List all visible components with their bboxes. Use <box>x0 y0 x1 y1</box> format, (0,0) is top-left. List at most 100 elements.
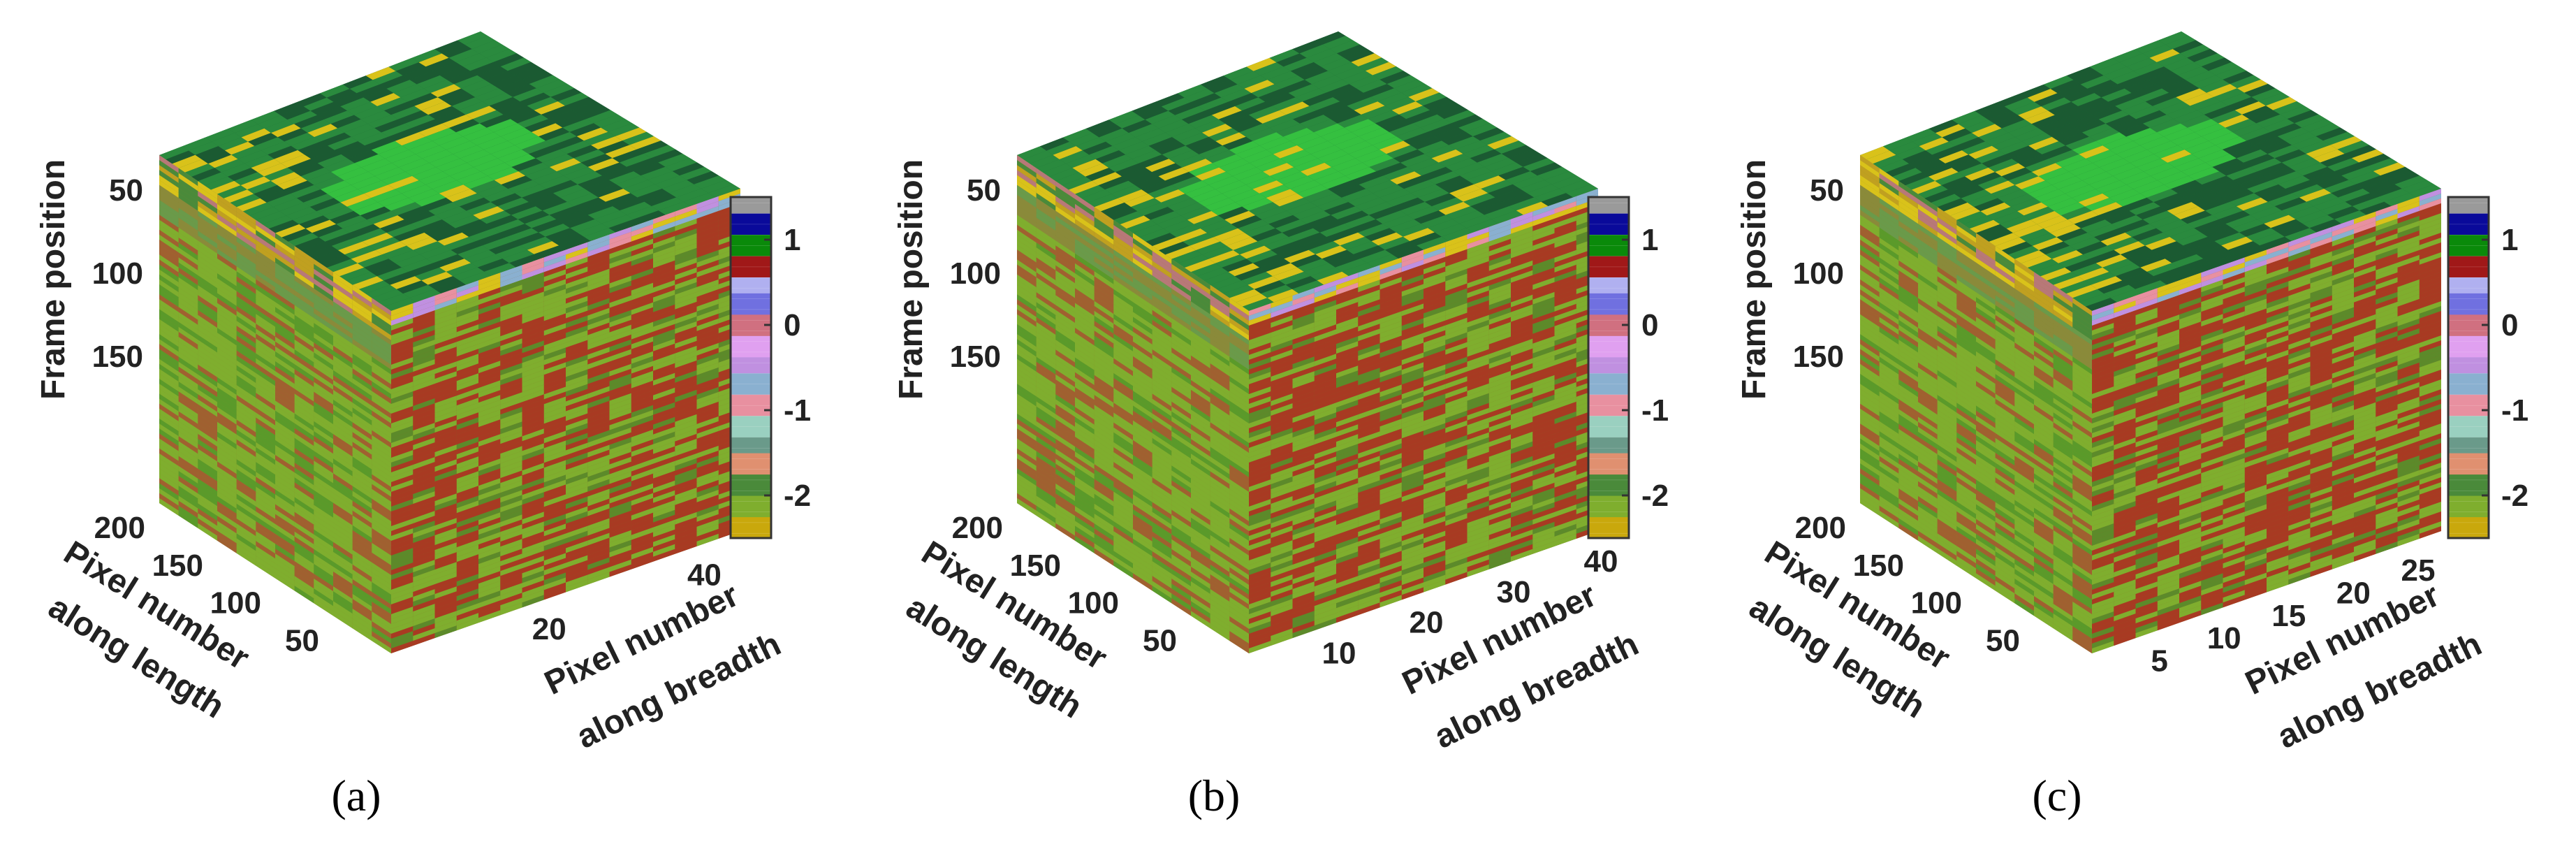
left-cell <box>178 406 198 424</box>
right-cell <box>609 241 631 254</box>
right-cell <box>456 339 478 352</box>
left-cell <box>352 456 372 474</box>
right-cell <box>522 551 544 564</box>
left-cell <box>1133 568 1152 586</box>
left-cell <box>1152 463 1172 481</box>
right-cell <box>587 454 610 467</box>
left-cell <box>1229 435 1249 453</box>
right-cell <box>1467 491 1489 504</box>
left-cell <box>1075 198 1095 217</box>
right-cell <box>1336 537 1359 550</box>
left-cell <box>1171 396 1191 415</box>
right-cell <box>1271 359 1293 372</box>
left-cell <box>1055 270 1075 289</box>
top-cell <box>1178 180 1209 194</box>
right-cell <box>609 310 631 323</box>
left-cell <box>1017 219 1037 238</box>
left-cell <box>159 224 179 243</box>
top-cell <box>546 180 578 194</box>
left-cell <box>333 326 353 344</box>
top-cell <box>1030 154 1060 168</box>
right-cell <box>543 514 566 527</box>
top-cell <box>1223 284 1254 298</box>
left-cell <box>159 205 179 223</box>
top-cell <box>500 57 532 71</box>
left-cell <box>1210 569 1230 587</box>
right-cell <box>1358 304 1380 317</box>
right-cell <box>522 428 544 442</box>
left-cell <box>1055 305 1075 323</box>
right-cell <box>653 240 675 254</box>
left-cell <box>294 364 314 382</box>
top-cell <box>198 172 228 186</box>
top-cell <box>1353 245 1385 259</box>
right-cell <box>653 294 675 307</box>
top-cell <box>317 154 349 168</box>
right-cell <box>1488 546 1511 560</box>
top-cell <box>1178 254 1209 268</box>
left-cell <box>1229 342 1249 360</box>
top-cell <box>249 207 280 220</box>
left-cell <box>352 393 372 411</box>
left-cell <box>1113 496 1133 514</box>
left-cell <box>256 219 275 238</box>
right-cell <box>609 324 631 338</box>
right-cell <box>1424 398 1446 412</box>
right-cell <box>1380 286 1402 300</box>
top-cell <box>1062 129 1092 142</box>
right-cell <box>1467 515 1489 528</box>
right-cell <box>1424 384 1446 397</box>
top-cell <box>654 175 687 189</box>
right-cell <box>1249 499 1271 511</box>
right-cell <box>434 591 457 604</box>
top-cell <box>1383 167 1414 180</box>
top-cell <box>548 110 580 124</box>
left-cell <box>275 499 295 517</box>
right-cell <box>413 457 435 470</box>
right-cell <box>696 342 719 356</box>
top-cell <box>1255 206 1287 220</box>
left-cell <box>1055 503 1075 521</box>
top-cell <box>623 180 655 194</box>
left-cell <box>1094 538 1114 556</box>
right-cell <box>434 547 457 560</box>
right-cell <box>566 467 588 480</box>
right-cell <box>653 275 675 288</box>
left-cell <box>1113 437 1133 456</box>
left-cell <box>372 415 391 433</box>
left-cell <box>256 437 275 456</box>
top-cell <box>1261 284 1292 298</box>
right-cell <box>1445 332 1468 345</box>
right-cell <box>631 356 653 369</box>
left-cell <box>372 484 391 502</box>
right-cell <box>587 532 610 546</box>
right-cell <box>587 449 610 463</box>
left-cell <box>236 321 256 339</box>
left-cell <box>256 477 275 495</box>
left-cell <box>1210 604 1230 621</box>
left-cell <box>1191 601 1210 619</box>
right-cell <box>1445 479 1468 492</box>
top-cell <box>166 150 196 164</box>
right-cell <box>631 429 653 442</box>
top-cell <box>407 93 438 106</box>
top-cell <box>578 175 610 189</box>
frame-tick: 100 <box>92 256 143 291</box>
top-cell <box>1256 158 1287 172</box>
top-cell <box>395 254 427 268</box>
left-cell <box>1113 304 1133 322</box>
top-cell <box>1229 140 1260 154</box>
left-cell <box>1075 233 1095 252</box>
right-cell <box>1511 260 1533 273</box>
top-cell <box>393 228 425 242</box>
left-cell <box>314 288 333 307</box>
right-cell <box>543 269 566 282</box>
right-cell <box>696 220 719 233</box>
colorbar-band <box>731 309 771 315</box>
left-cell <box>1210 289 1230 308</box>
right-cell <box>696 377 719 390</box>
right-cell <box>1380 511 1402 525</box>
left-cell <box>256 235 275 253</box>
right-cell <box>653 319 675 332</box>
top-cell <box>384 198 416 211</box>
